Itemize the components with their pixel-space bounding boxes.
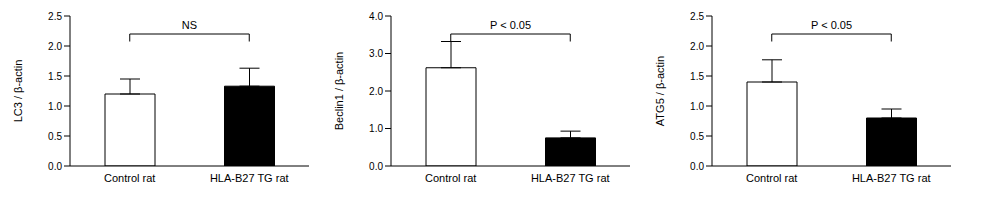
svg-text:HLA-B27 TG rat: HLA-B27 TG rat <box>531 172 610 184</box>
svg-text:3.0: 3.0 <box>369 48 383 59</box>
svg-text:1.0: 1.0 <box>690 101 704 112</box>
svg-text:2.0: 2.0 <box>369 86 383 97</box>
svg-text:P < 0.05: P < 0.05 <box>490 19 531 31</box>
svg-text:Beclin1 / β-actin: Beclin1 / β-actin <box>333 52 345 130</box>
svg-text:2.0: 2.0 <box>690 41 704 52</box>
svg-text:1.0: 1.0 <box>48 101 62 112</box>
svg-text:1.5: 1.5 <box>690 71 704 82</box>
svg-text:Control rat: Control rat <box>104 172 155 184</box>
svg-text:0.0: 0.0 <box>369 161 383 172</box>
svg-text:Control rat: Control rat <box>425 172 476 184</box>
svg-text:HLA-B27 TG rat: HLA-B27 TG rat <box>852 172 931 184</box>
svg-text:HLA-B27 TG rat: HLA-B27 TG rat <box>210 172 289 184</box>
svg-text:1.5: 1.5 <box>48 71 62 82</box>
svg-text:0.0: 0.0 <box>690 161 704 172</box>
svg-text:2.5: 2.5 <box>48 11 62 22</box>
svg-text:NS: NS <box>182 19 197 31</box>
svg-text:0.0: 0.0 <box>48 161 62 172</box>
svg-text:2.0: 2.0 <box>48 41 62 52</box>
svg-text:P < 0.05: P < 0.05 <box>811 19 852 31</box>
svg-text:2.5: 2.5 <box>690 11 704 22</box>
svg-text:1.0: 1.0 <box>369 123 383 134</box>
svg-text:0.5: 0.5 <box>48 131 62 142</box>
svg-text:Control rat: Control rat <box>746 172 797 184</box>
svg-text:0.5: 0.5 <box>690 131 704 142</box>
svg-text:LC3 / β-actin: LC3 / β-actin <box>12 60 24 123</box>
svg-text:ATG5 / β-actin: ATG5 / β-actin <box>654 56 666 126</box>
svg-text:4.0: 4.0 <box>369 11 383 22</box>
